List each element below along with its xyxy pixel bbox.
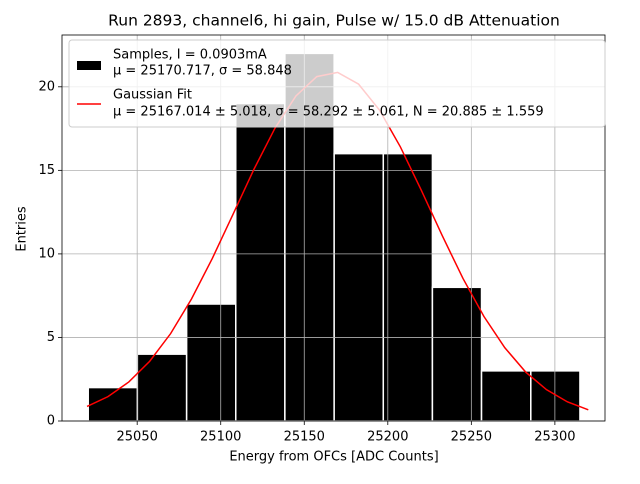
x-tick-label: 25200 [367,430,408,445]
x-tick-label: 25100 [200,430,241,445]
bar [480,370,532,422]
x-tick-label: 25300 [534,430,575,445]
y-axis-label: Entries [15,206,30,252]
x-axis-label: Energy from OFCs [ADC Counts] [229,450,438,465]
chart-title: Run 2893, channel6, hi gain, Pulse w/ 15… [108,12,560,30]
legend-frame [68,39,606,128]
bar [382,152,434,422]
bar [333,152,385,422]
legend-label: Samples, I = 0.0903mA [113,48,267,63]
legend-label: μ = 25167.014 ± 5.018, σ = 58.292 ± 5.06… [113,105,544,120]
x-tick-label: 25050 [117,430,158,445]
bar [235,102,286,422]
y-tick-label: 20 [38,79,55,94]
bar [530,370,581,422]
legend-label: Gaussian Fit [113,88,192,103]
legend-swatch [77,61,101,70]
bar [431,286,483,422]
y-tick-label: 0 [47,414,55,429]
x-tick-label: 25150 [284,430,325,445]
y-tick-label: 10 [38,246,55,261]
x-tick-label: 25250 [451,430,492,445]
y-tick-label: 15 [38,163,55,178]
plot-frame [61,34,606,422]
bar [136,353,188,422]
y-tick-label: 5 [47,330,55,345]
legend-label: μ = 25170.717, σ = 58.848 [113,64,292,79]
bar [185,303,237,422]
